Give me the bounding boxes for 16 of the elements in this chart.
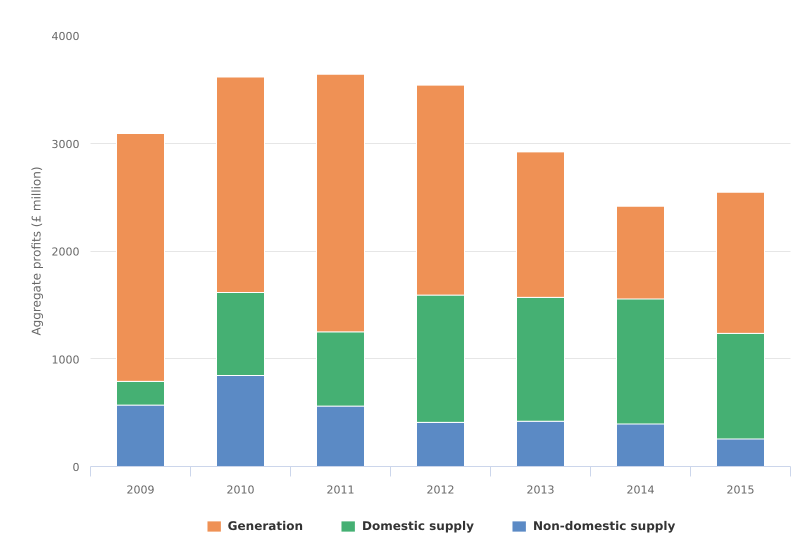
x-tick-label: 2015 bbox=[726, 484, 755, 496]
x-tick-label: 2011 bbox=[326, 484, 355, 496]
y-tick-label: 4000 bbox=[52, 30, 80, 43]
x-tick-label: 2013 bbox=[526, 484, 555, 496]
x-tick-label: 2012 bbox=[426, 484, 455, 496]
x-tick-label: 2010 bbox=[226, 484, 255, 496]
y-tick-label: 3000 bbox=[52, 138, 80, 151]
legend-label: Non-domestic supply bbox=[532, 519, 676, 533]
legend-label: Generation bbox=[228, 519, 304, 533]
y-tick-label: 1000 bbox=[52, 353, 80, 366]
y-tick-label: 0 bbox=[72, 461, 80, 474]
x-tick-label: 2014 bbox=[626, 484, 655, 496]
legend-label: Domestic supply bbox=[362, 519, 474, 533]
y-tick-label: 2000 bbox=[52, 246, 80, 258]
y-axis-title: Aggregate profits (£ million) bbox=[30, 166, 44, 336]
x-tick-label: 2009 bbox=[126, 484, 155, 496]
